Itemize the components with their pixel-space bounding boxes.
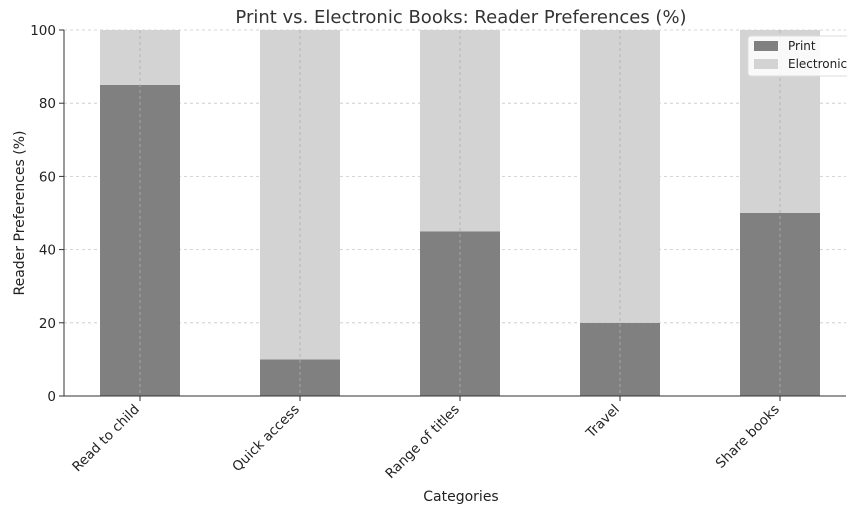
x-tick-label: Share books (713, 402, 783, 472)
legend-swatch-electronic (754, 59, 778, 69)
y-tick-label: 60 (39, 169, 56, 185)
y-tick-label: 0 (47, 389, 56, 405)
vertical-gridlines (139, 30, 781, 396)
y-tick-label: 20 (39, 316, 56, 332)
y-ticks: 0 20 40 60 80 100 (30, 23, 64, 405)
y-axis-label: Reader Preferences (%) (12, 130, 28, 295)
x-ticks: Read to child Quick access Range of titles… (69, 396, 783, 482)
bar-print-4 (580, 322, 660, 396)
x-tick-label: Quick access (229, 402, 303, 476)
x-axis-label: Categories (423, 489, 498, 505)
chart-title: Print vs. Electronic Books: Reader Prefe… (235, 7, 686, 28)
legend-label-print: Print (788, 39, 816, 53)
bar-print-2 (260, 359, 340, 396)
x-tick-label: Travel (582, 402, 622, 442)
legend-label-electronic: Electronic (788, 57, 847, 71)
y-tick-label: 40 (39, 243, 56, 259)
y-tick-label: 80 (39, 96, 56, 112)
bar-electronic-3 (420, 30, 500, 232)
bar-electronic-1 (100, 30, 180, 85)
bar-print-5 (740, 213, 820, 396)
x-tick-label: Read to child (69, 402, 143, 476)
legend-swatch-print (754, 41, 778, 51)
y-tick-label: 100 (30, 23, 56, 39)
legend: Print Electronic (747, 35, 847, 77)
axes (63, 30, 846, 397)
x-tick-label: Range of titles (382, 402, 462, 482)
